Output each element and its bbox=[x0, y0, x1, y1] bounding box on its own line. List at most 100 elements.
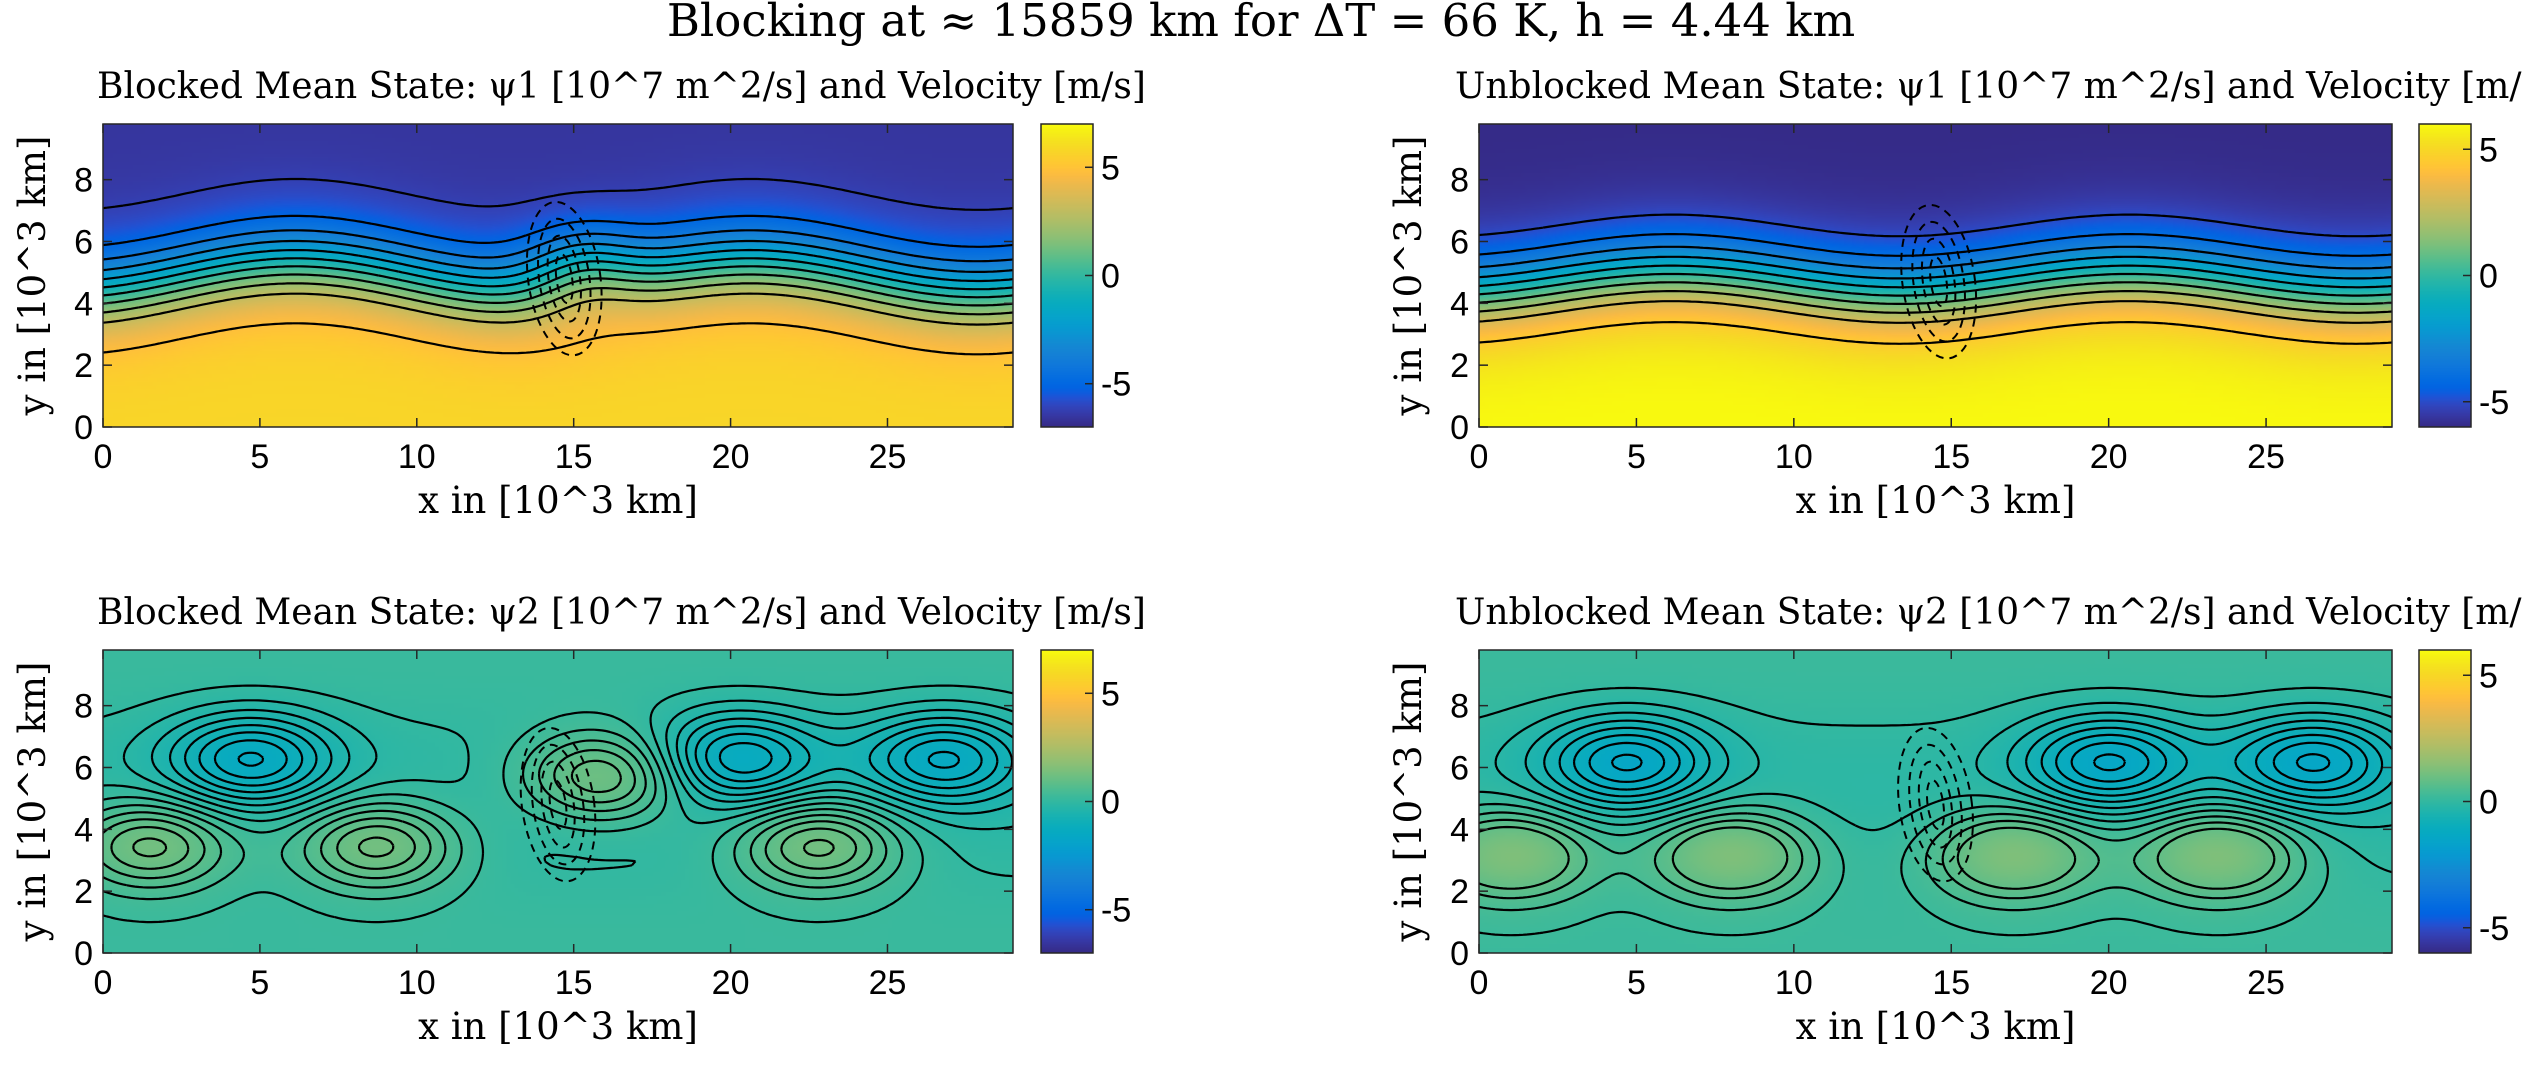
contour-level bbox=[1478, 811, 2307, 912]
contour-level bbox=[237, 750, 960, 769]
velocity-contours bbox=[1900, 203, 1978, 360]
colorbar-tick-label: 5 bbox=[1101, 675, 1120, 713]
y-axis-label: y in [10^3 km] bbox=[1387, 136, 1430, 417]
y-tick-label: 0 bbox=[74, 409, 93, 447]
x-tick-label: 20 bbox=[2090, 438, 2128, 476]
contour-level bbox=[102, 177, 1014, 211]
x-tick-label: 5 bbox=[250, 438, 269, 476]
y-tick-label: 4 bbox=[1450, 285, 1469, 323]
contour-level bbox=[102, 257, 1014, 291]
y-tick-label: 2 bbox=[74, 347, 93, 385]
colorbar-tick-label: 0 bbox=[2479, 784, 2498, 822]
contour-level bbox=[110, 759, 858, 870]
y-tick-label: 2 bbox=[1450, 347, 1469, 385]
velocity-contour bbox=[554, 253, 574, 305]
contour-level bbox=[102, 749, 873, 880]
y-tick-label: 0 bbox=[74, 935, 93, 973]
x-tick-label: 25 bbox=[2247, 964, 2285, 1002]
velocity-contour bbox=[1929, 256, 1949, 308]
colorbar bbox=[2419, 124, 2471, 427]
velocity-contour bbox=[546, 234, 582, 323]
x-tick-label: 0 bbox=[94, 964, 113, 1002]
velocity-contour bbox=[1897, 726, 1974, 883]
axes-box bbox=[1478, 649, 2393, 954]
y-tick-label: 2 bbox=[1450, 873, 1469, 911]
contour-level bbox=[102, 229, 1014, 263]
contour-level bbox=[1610, 753, 2331, 772]
contour-level bbox=[1478, 245, 2393, 270]
axes-box bbox=[102, 649, 1014, 954]
y-tick-label: 8 bbox=[1450, 162, 1469, 200]
contour-level bbox=[102, 739, 888, 889]
y-tick-label: 6 bbox=[74, 749, 93, 787]
contour-level bbox=[1478, 272, 2393, 297]
contour-level bbox=[1478, 281, 2393, 305]
y-tick-label: 6 bbox=[74, 223, 93, 261]
contour-level bbox=[1478, 802, 2329, 937]
colorbar-tick-label: -5 bbox=[2479, 910, 2509, 948]
velocity-contour bbox=[530, 743, 586, 866]
velocity-contours bbox=[519, 726, 597, 883]
panel-title: Blocked Mean State: ψ2 [10^7 m^2/s] and … bbox=[97, 592, 1146, 633]
x-tick-label: 25 bbox=[869, 964, 907, 1002]
contour-level bbox=[102, 214, 1014, 248]
contour-level bbox=[1478, 321, 2393, 345]
contour-level bbox=[213, 739, 983, 781]
x-tick-label: 5 bbox=[1627, 964, 1646, 1002]
y-tick-label: 8 bbox=[74, 688, 93, 726]
velocity-contour bbox=[525, 200, 603, 357]
contour-lines bbox=[102, 177, 1014, 356]
x-tick-label: 20 bbox=[712, 964, 750, 1002]
y-tick-label: 8 bbox=[1450, 688, 1469, 726]
y-axis-label: y in [10^3 km] bbox=[1387, 662, 1430, 943]
velocity-contour bbox=[548, 779, 568, 831]
y-tick-label: 4 bbox=[74, 285, 93, 323]
x-tick-label: 0 bbox=[1470, 438, 1489, 476]
contour-level bbox=[1478, 233, 2393, 257]
contour-level bbox=[183, 723, 1014, 797]
contour-level bbox=[150, 708, 1014, 815]
contour-level bbox=[102, 711, 924, 924]
velocity-contour bbox=[519, 726, 597, 883]
y-tick-label: 4 bbox=[1450, 811, 1469, 849]
x-axis-label: x in [10^3 km] bbox=[418, 1005, 698, 1048]
y-tick-label: 0 bbox=[1450, 409, 1469, 447]
velocity-contour bbox=[1925, 779, 1946, 831]
panel-title: Blocked Mean State: ψ1 [10^7 m^2/s] and … bbox=[97, 66, 1146, 107]
y-tick-label: 0 bbox=[1450, 935, 1469, 973]
chart-panel-3: 0 5 10 15 20 25 0 2 4 6 8 Blocked Mean State: ψ2 [1… bbox=[11, 592, 1146, 1048]
contour-lines bbox=[1478, 213, 2393, 345]
y-tick-label: 8 bbox=[74, 162, 93, 200]
contour-level bbox=[1572, 733, 2369, 792]
colorbar-tick-label: -5 bbox=[1101, 892, 1131, 930]
x-tick-label: 15 bbox=[1932, 964, 1970, 1002]
x-tick-label: 10 bbox=[398, 964, 436, 1002]
x-tick-label: 15 bbox=[555, 964, 593, 1002]
x-tick-label: 5 bbox=[250, 964, 269, 1002]
x-tick-label: 25 bbox=[869, 438, 907, 476]
colorbar bbox=[2419, 650, 2471, 953]
colorbar-tick-label: 0 bbox=[1101, 784, 1120, 822]
colorbar-tick-label: -5 bbox=[1101, 366, 1131, 404]
contour-level bbox=[1558, 726, 2384, 799]
contour-level bbox=[102, 282, 1014, 316]
field-fill bbox=[1479, 124, 2392, 427]
chart-panel-4: 0 5 10 15 20 25 0 2 4 6 8 Unblocked Mean State: ψ2 … bbox=[1387, 592, 2522, 1048]
colorbar-tick-label: 5 bbox=[2479, 131, 2498, 169]
x-axis-label: x in [10^3 km] bbox=[418, 479, 698, 522]
contour-level bbox=[1588, 741, 2353, 784]
contour-level bbox=[1478, 300, 2393, 324]
x-tick-label: 20 bbox=[2090, 964, 2128, 1002]
contour-level bbox=[102, 239, 1014, 273]
colorbar bbox=[1041, 124, 1093, 427]
velocity-contour bbox=[1911, 220, 1966, 343]
contour-level bbox=[102, 728, 904, 901]
colorbar bbox=[1041, 650, 1093, 953]
chart-panel-2: 0 5 10 15 20 25 0 2 4 6 8 Unblocked Mean State: ψ1 … bbox=[1387, 66, 2522, 522]
y-tick-label: 6 bbox=[1450, 749, 1469, 787]
contour-level bbox=[122, 699, 1014, 831]
y-axis-label: y in [10^3 km] bbox=[11, 662, 54, 943]
x-tick-label: 10 bbox=[1775, 438, 1813, 476]
contour-level bbox=[168, 716, 1014, 805]
